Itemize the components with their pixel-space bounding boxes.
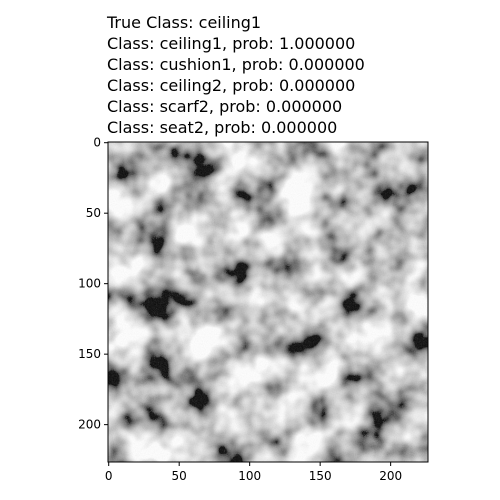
x-tick-label: 150 <box>309 469 332 483</box>
y-axis: 0 50 100 150 200 <box>78 136 108 432</box>
y-tick-label: 200 <box>78 418 101 432</box>
x-tick-label: 0 <box>105 469 113 483</box>
prediction-line: Class: ceiling1, prob: 1.000000 <box>107 34 355 53</box>
prediction-line: Class: ceiling2, prob: 0.000000 <box>107 76 355 95</box>
x-tick-label: 100 <box>238 469 261 483</box>
title-block: True Class: ceiling1 Class: ceiling1, pro… <box>106 13 365 137</box>
axes-frame <box>107 141 429 463</box>
x-tick-label: 200 <box>379 469 402 483</box>
y-tick-label: 0 <box>93 136 101 150</box>
prediction-line: Class: seat2, prob: 0.000000 <box>107 118 337 137</box>
y-tick-label: 150 <box>78 347 101 361</box>
true-class-label: True Class: ceiling1 <box>106 13 261 32</box>
prediction-line: Class: cushion1, prob: 0.000000 <box>107 55 365 74</box>
y-tick-label: 50 <box>86 206 101 220</box>
x-axis: 0 50 100 150 200 <box>105 462 402 483</box>
prediction-line: Class: scarf2, prob: 0.000000 <box>107 97 342 116</box>
x-tick-label: 50 <box>172 469 187 483</box>
texture-image <box>108 142 428 462</box>
image-axes: 0 50 100 150 200 0 50 100 150 200 <box>78 136 429 483</box>
y-tick-label: 100 <box>78 277 101 291</box>
